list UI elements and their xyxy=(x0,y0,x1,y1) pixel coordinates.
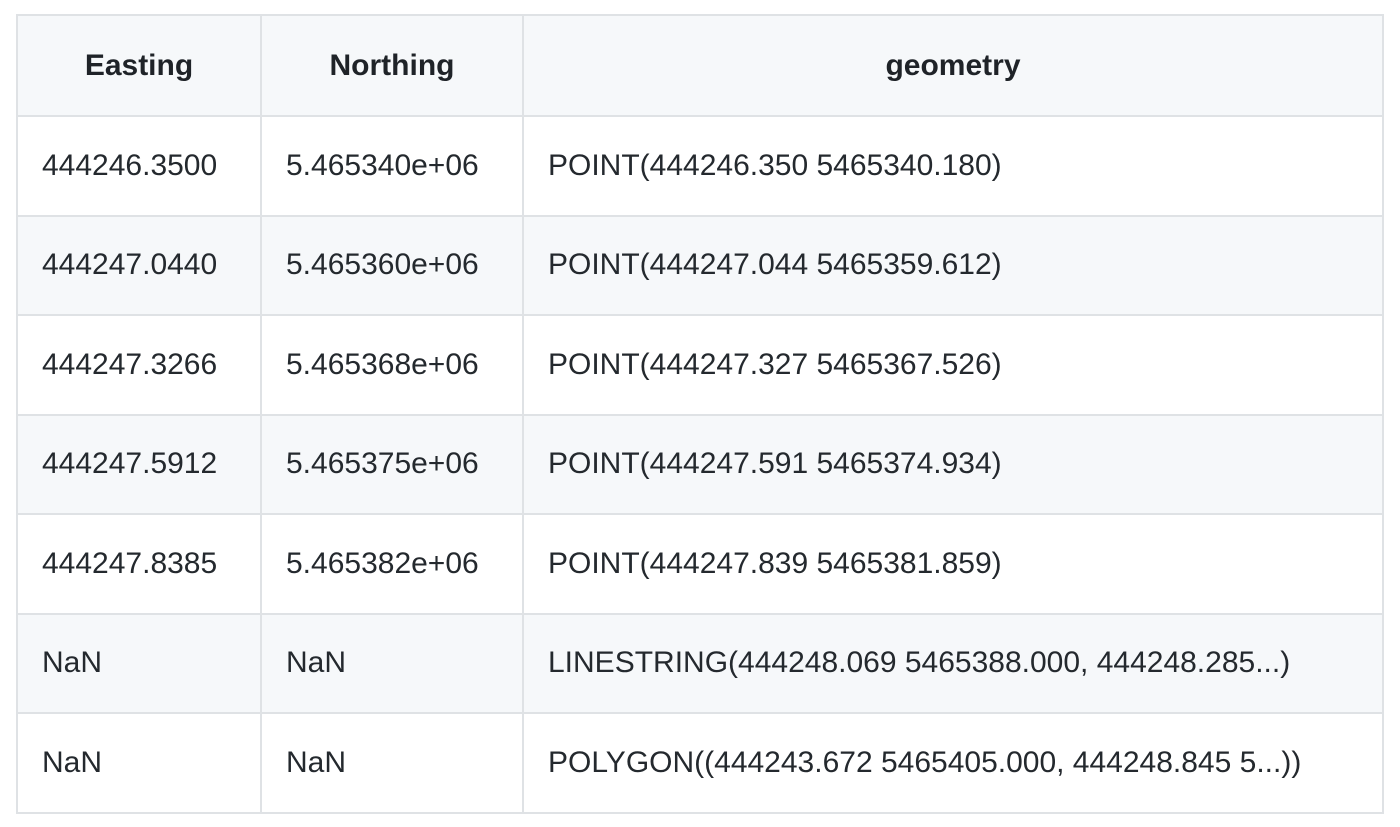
cell-northing: NaN xyxy=(260,612,524,714)
cell-geometry: POINT(444247.044 5465359.612) xyxy=(522,214,1384,316)
table-row: NaN NaN LINESTRING(444248.069 5465388.00… xyxy=(16,612,1384,714)
data-table-container: Easting Northing geometry 444246.3500 5.… xyxy=(16,14,1384,814)
cell-northing: 5.465382e+06 xyxy=(260,513,524,615)
cell-easting: 444247.0440 xyxy=(16,214,262,316)
cell-easting: NaN xyxy=(16,712,262,814)
cell-easting: 444246.3500 xyxy=(16,115,262,217)
data-table: Easting Northing geometry 444246.3500 5.… xyxy=(16,14,1384,814)
cell-easting: NaN xyxy=(16,612,262,714)
cell-northing: 5.465360e+06 xyxy=(260,214,524,316)
table-row: 444246.3500 5.465340e+06 POINT(444246.35… xyxy=(16,115,1384,217)
cell-easting: 444247.8385 xyxy=(16,513,262,615)
cell-northing: 5.465368e+06 xyxy=(260,314,524,416)
cell-geometry: LINESTRING(444248.069 5465388.000, 44424… xyxy=(522,612,1384,714)
column-header-geometry: geometry xyxy=(522,14,1384,117)
cell-geometry: POINT(444247.591 5465374.934) xyxy=(522,413,1384,515)
cell-geometry: POINT(444246.350 5465340.180) xyxy=(522,115,1384,217)
cell-geometry: POINT(444247.839 5465381.859) xyxy=(522,513,1384,615)
cell-northing: 5.465375e+06 xyxy=(260,413,524,515)
column-header-easting: Easting xyxy=(16,14,262,117)
cell-easting: 444247.3266 xyxy=(16,314,262,416)
table-row: 444247.0440 5.465360e+06 POINT(444247.04… xyxy=(16,214,1384,316)
cell-geometry: POINT(444247.327 5465367.526) xyxy=(522,314,1384,416)
cell-geometry: POLYGON((444243.672 5465405.000, 444248.… xyxy=(522,712,1384,814)
cell-northing: NaN xyxy=(260,712,524,814)
table-row: NaN NaN POLYGON((444243.672 5465405.000,… xyxy=(16,712,1384,814)
table-row: 444247.8385 5.465382e+06 POINT(444247.83… xyxy=(16,513,1384,615)
table-header: Easting Northing geometry xyxy=(16,14,1384,117)
table-body: 444246.3500 5.465340e+06 POINT(444246.35… xyxy=(16,115,1384,814)
header-row: Easting Northing geometry xyxy=(16,14,1384,117)
table-row: 444247.5912 5.465375e+06 POINT(444247.59… xyxy=(16,413,1384,515)
cell-northing: 5.465340e+06 xyxy=(260,115,524,217)
cell-easting: 444247.5912 xyxy=(16,413,262,515)
column-header-northing: Northing xyxy=(260,14,524,117)
table-row: 444247.3266 5.465368e+06 POINT(444247.32… xyxy=(16,314,1384,416)
